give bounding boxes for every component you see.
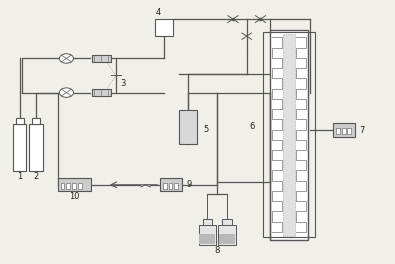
Bar (92, 89, 111, 96)
Bar (160, 178, 182, 191)
Bar (66, 183, 70, 189)
Bar (179, 110, 197, 144)
Bar (16, 118, 24, 124)
Text: 7: 7 (360, 125, 365, 135)
Bar (348, 128, 352, 134)
Bar (199, 234, 215, 244)
Bar (163, 183, 167, 189)
Bar (222, 219, 232, 225)
Text: 2: 2 (34, 172, 39, 181)
Text: 10: 10 (69, 192, 80, 201)
Bar (218, 225, 236, 245)
Bar (174, 183, 178, 189)
Text: 3: 3 (120, 79, 125, 88)
Bar (270, 30, 308, 240)
Bar (283, 34, 295, 236)
Bar (169, 183, 172, 189)
Bar (78, 183, 82, 189)
Bar (337, 128, 340, 134)
Text: 5: 5 (203, 125, 209, 134)
Bar (92, 55, 111, 62)
Bar (30, 124, 43, 171)
Bar (13, 124, 26, 171)
Bar (155, 19, 173, 36)
Bar (333, 123, 355, 137)
Text: 8: 8 (214, 246, 220, 255)
Text: 1: 1 (17, 172, 22, 181)
Bar (72, 183, 76, 189)
Bar (203, 219, 212, 225)
Bar (199, 225, 216, 245)
Bar (263, 32, 315, 237)
Text: 9: 9 (186, 180, 192, 189)
Circle shape (59, 54, 73, 63)
Bar (60, 183, 64, 189)
Text: 6: 6 (249, 122, 254, 131)
Text: 4: 4 (156, 8, 161, 17)
Bar (219, 234, 235, 244)
Bar (32, 118, 40, 124)
Bar (342, 128, 346, 134)
Circle shape (59, 88, 73, 97)
Bar (58, 178, 91, 191)
